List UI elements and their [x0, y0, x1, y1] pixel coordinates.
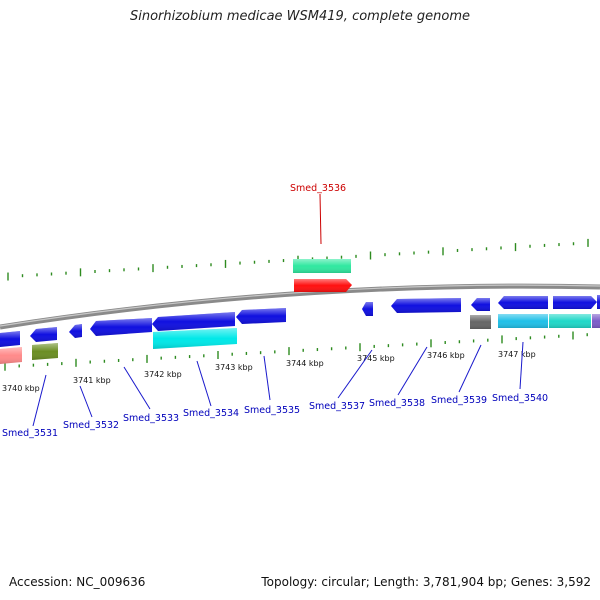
leader-line — [458, 344, 482, 393]
gene-gloss-overlay — [0, 259, 600, 364]
gloss — [498, 314, 548, 328]
gloss — [0, 331, 20, 347]
genome-backbone-highlight — [0, 284, 600, 327]
gloss — [592, 314, 600, 328]
scale-label: 3745 kbp — [357, 354, 395, 363]
inner-tick-marks — [4, 331, 588, 371]
gloss — [69, 324, 82, 338]
gene-label-smed-3536[interactable]: Smed_3536 — [290, 183, 346, 194]
genome-backbone — [0, 283, 600, 330]
scale-label: 3743 kbp — [215, 363, 253, 372]
gloss — [236, 308, 286, 324]
scale-label: 3744 kbp — [286, 359, 324, 368]
gene-label[interactable]: Smed_3535 — [244, 405, 300, 416]
gene-label[interactable]: Smed_3539 — [431, 395, 487, 406]
gloss — [470, 315, 491, 329]
gene-label[interactable]: Smed_3540 — [492, 393, 548, 404]
scale-label: 3742 kbp — [144, 370, 182, 379]
gloss — [553, 296, 597, 309]
gene-label[interactable]: Smed_3531 — [2, 428, 58, 439]
gloss — [152, 312, 235, 331]
accession-label: Accession: NC_009636 — [9, 575, 146, 589]
gloss — [471, 298, 490, 311]
leader-line — [337, 349, 373, 399]
gene-labels: Smed_3531 Smed_3532 Smed_3533 Smed_3534 … — [2, 183, 548, 439]
gloss — [597, 295, 600, 309]
leader-line — [32, 374, 47, 427]
leader-line — [397, 346, 428, 396]
gloss — [498, 296, 548, 309]
gloss — [32, 343, 58, 360]
gloss — [153, 328, 237, 349]
scale-label: 3746 kbp — [427, 351, 465, 360]
gloss — [391, 298, 461, 313]
gene-label[interactable]: Smed_3532 — [63, 420, 119, 431]
leader-line — [196, 360, 212, 407]
leader-line — [263, 355, 271, 401]
label-leader-lines — [32, 193, 524, 427]
leader-line — [519, 341, 524, 390]
scale-labels: 3740 kbp 3741 kbp 3742 kbp 3743 kbp 3744… — [2, 350, 536, 393]
gloss — [549, 314, 591, 328]
gene-label[interactable]: Smed_3534 — [183, 408, 239, 419]
genome-summary: Topology: circular; Length: 3,781,904 bp… — [261, 575, 591, 589]
gene-label[interactable]: Smed_3537 — [309, 401, 365, 412]
gloss — [30, 327, 57, 342]
map-title: Sinorhizobium medicae WSM419, complete g… — [129, 9, 471, 24]
gloss — [293, 259, 351, 273]
gloss — [362, 302, 373, 316]
scale-label: 3741 kbp — [73, 376, 111, 385]
gloss — [0, 347, 22, 364]
scale-label: 3747 kbp — [498, 350, 536, 359]
leader-line — [123, 366, 151, 410]
scale-label: 3740 kbp — [2, 384, 40, 393]
gene-label[interactable]: Smed_3538 — [369, 398, 425, 409]
gloss — [90, 318, 152, 336]
leader-line-smed-3536 — [319, 193, 322, 245]
leader-line — [79, 385, 93, 418]
gloss — [294, 279, 352, 292]
gene-label[interactable]: Smed_3533 — [123, 413, 179, 424]
